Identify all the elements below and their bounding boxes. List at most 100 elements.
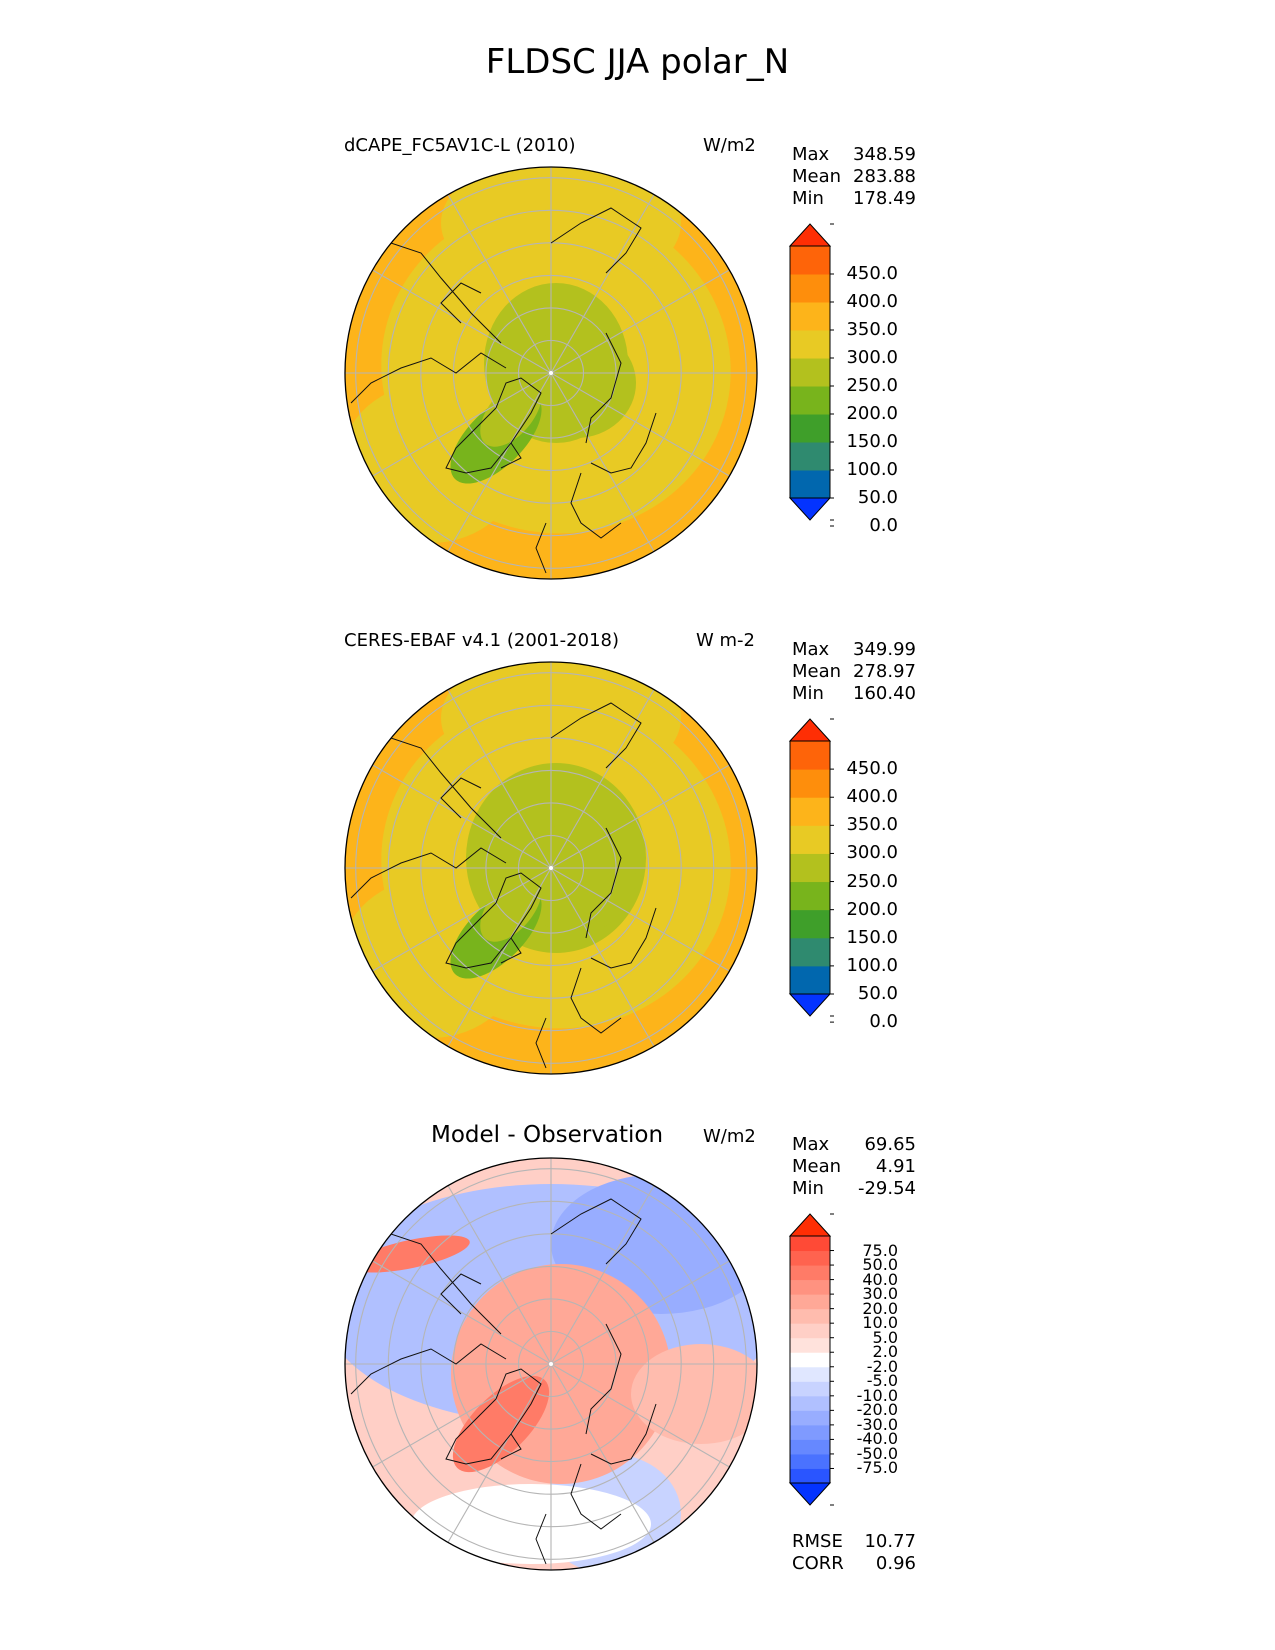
colorbar-tick-label: 350.0 xyxy=(846,814,898,836)
field-siberia-positive xyxy=(631,1344,757,1444)
colorbar-tick-label: 150.0 xyxy=(846,431,898,452)
colorbar-segment xyxy=(790,1366,830,1382)
colorbar-tick-label: 300.0 xyxy=(846,347,898,368)
colorbar-3 xyxy=(788,1213,834,1506)
colorbar-tick-label: 450.0 xyxy=(846,263,898,284)
coastlines xyxy=(350,207,657,574)
colorbar-tick-label: 5.0 xyxy=(872,1327,898,1347)
colorbar-segment xyxy=(790,965,830,995)
panel-2-stats: Max 349.99 Mean 278.97 Min 160.40 xyxy=(792,639,916,705)
scandinavia-coast xyxy=(590,412,657,474)
colorbar-tick-label: 250.0 xyxy=(846,375,898,396)
colorbar-segment xyxy=(790,1279,830,1295)
colorbar-segment xyxy=(790,1395,830,1411)
europe-coast xyxy=(570,472,622,539)
colorbar-segment xyxy=(790,853,830,883)
colorbar-segment xyxy=(790,414,830,443)
colorbar-extend-min xyxy=(788,1482,832,1506)
stat-max: Max 348.59 xyxy=(792,144,916,165)
colorbar-segment xyxy=(790,1352,830,1368)
colorbar-segment xyxy=(790,1381,830,1397)
colorbar-tick-label: 40.0 xyxy=(862,1269,898,1289)
colorbar-segment xyxy=(790,1453,830,1469)
scandinavia-coast xyxy=(590,1403,657,1465)
colorbar-tick-label: 50.0 xyxy=(857,983,898,1004)
panel-1-units: W/m2 xyxy=(703,135,756,156)
iceland-coast xyxy=(500,937,522,964)
island-coast xyxy=(440,1273,482,1315)
field-greenland-rim xyxy=(480,379,542,447)
colorbar-tick-label: -2.0 xyxy=(866,1356,898,1376)
colorbar-tick-label: -10.0 xyxy=(856,1385,898,1405)
colorbar-tick-label: 200.0 xyxy=(846,898,898,920)
colorbar-tick-label: 300.0 xyxy=(846,842,898,864)
island-coast xyxy=(440,282,482,324)
colorbar-tick-label: 150.0 xyxy=(846,926,898,948)
chukotka-coast xyxy=(550,702,642,769)
colorbar-frame xyxy=(789,1235,831,1484)
colorbar-extend-min xyxy=(788,497,832,521)
colorbar-segment xyxy=(790,937,830,967)
field-arctic-lobe xyxy=(516,823,636,933)
panel-2-title: CERES-EBAF v4.1 (2001-2018) xyxy=(344,630,620,651)
siberia-coast xyxy=(585,332,622,444)
colorbar-segment xyxy=(790,1308,830,1324)
field-arctic-lobe xyxy=(516,328,636,438)
greenland-coast xyxy=(445,1368,542,1465)
map-2-field xyxy=(345,662,757,1074)
coastlines xyxy=(350,702,657,1069)
panel-3-units: W/m2 xyxy=(703,1126,756,1147)
colorbar-tick-label: 0.0 xyxy=(869,515,898,536)
colorbar-extend-max xyxy=(788,1213,832,1237)
panel-1-stats: Max 348.59 Mean 283.88 Min 178.49 xyxy=(792,144,916,210)
greenland-coast xyxy=(445,872,542,969)
britain-coast xyxy=(535,1017,547,1069)
map-3-border xyxy=(344,1157,758,1571)
pole-point xyxy=(549,1362,553,1366)
colorbar-tick-label: 200.0 xyxy=(846,403,898,424)
colorbar-segment xyxy=(790,1236,830,1252)
pole-point xyxy=(549,371,553,375)
north-america-coast xyxy=(350,1343,507,1395)
colorbar-tick-label: 350.0 xyxy=(846,319,898,340)
colorbar-segment xyxy=(790,825,830,854)
stat-max: Max 349.99 xyxy=(792,639,916,660)
field-near-zero xyxy=(411,1484,651,1564)
graticule xyxy=(345,167,757,579)
colorbar-tick-label: 100.0 xyxy=(846,954,898,976)
siberia-coast xyxy=(585,827,622,939)
colorbar-tick-label: 10.0 xyxy=(862,1313,898,1333)
britain-coast xyxy=(535,522,547,574)
colorbar-segment xyxy=(790,881,830,911)
europe-coast xyxy=(570,967,622,1034)
map-2-border xyxy=(344,661,758,1075)
colorbar-extend-max xyxy=(788,718,832,742)
stat-mean: Mean 278.97 xyxy=(792,661,916,682)
colorbar-tick-label: 20.0 xyxy=(862,1298,898,1318)
colorbar-tick-label: -20.0 xyxy=(856,1400,898,1420)
north-america-coast xyxy=(350,847,507,899)
chukotka-coast xyxy=(550,207,642,274)
colorbar-segment xyxy=(790,1323,830,1339)
colorbar-1 xyxy=(788,223,834,527)
colorbar-tick-label: 50.0 xyxy=(857,487,898,508)
iceland-coast xyxy=(500,442,522,469)
colorbar-segment xyxy=(790,1424,830,1440)
panel-1-title: dCAPE_FC5AV1C-L (2010) xyxy=(344,135,576,156)
stat-min: Min -29.54 xyxy=(792,1178,916,1199)
island-coast xyxy=(440,777,482,819)
field-pacific-yellow xyxy=(441,167,681,293)
colorbar-segment xyxy=(790,741,830,770)
colorbar-segment xyxy=(790,1250,830,1266)
north-america-coast xyxy=(350,352,507,404)
colorbar-segment xyxy=(790,1468,830,1484)
colorbar-segment xyxy=(790,386,830,415)
colorbar-tick-label: 400.0 xyxy=(846,291,898,312)
colorbar-segment xyxy=(790,1410,830,1426)
map-1-field xyxy=(345,167,757,579)
field-greenland-positive xyxy=(452,1375,550,1473)
colorbar-tick-label: 400.0 xyxy=(846,786,898,808)
colorbar-segment xyxy=(790,442,830,471)
colorbar-tick-label: 250.0 xyxy=(846,870,898,892)
